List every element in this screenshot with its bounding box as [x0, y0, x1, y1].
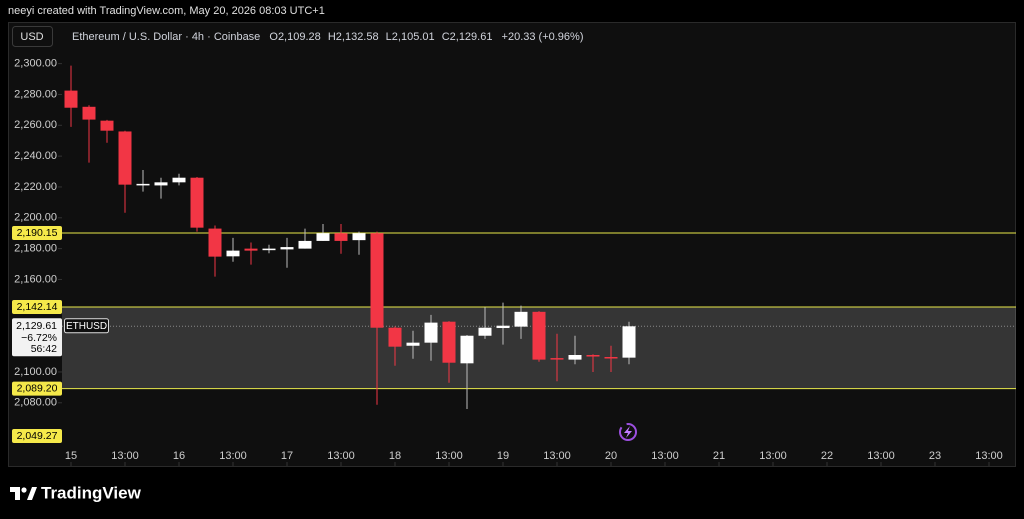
candle-body [190, 177, 204, 228]
candle-body [406, 342, 420, 346]
ohlc-value: 2,109.28 [278, 31, 321, 43]
ohlc-value: 2,105.01 [392, 31, 435, 43]
x-tick-label: 13:00 [759, 450, 787, 462]
level-label: 2,089.20 [17, 382, 58, 394]
level-label-box [12, 225, 62, 240]
symbol-tag-box [64, 318, 109, 334]
y-tick-label: 2,200.00 [14, 212, 57, 224]
ohlc-key: C [442, 31, 450, 43]
candle-body [478, 327, 492, 336]
candle-body [82, 106, 96, 120]
ohlc-key: O [269, 31, 278, 43]
x-tick-label: 21 [713, 450, 725, 462]
x-tick-label: 19 [497, 450, 509, 462]
x-tick-label: 18 [389, 450, 401, 462]
current-price-label: 2,129.61 [16, 320, 57, 332]
candle-body [316, 233, 330, 241]
level-label-box [12, 299, 62, 314]
change: +20.33 (+0.96%) [502, 31, 584, 43]
ohlc-key: H [328, 31, 336, 43]
y-tick-label: 2,220.00 [14, 181, 57, 193]
level-label: 2,049.27 [17, 430, 58, 442]
candle-body [532, 311, 546, 360]
candle-body [622, 326, 636, 358]
candle-body [586, 355, 600, 357]
candle-body [172, 177, 186, 183]
x-tick-label: 22 [821, 450, 833, 462]
ohlc-key: L [386, 31, 392, 43]
current-price-box [12, 318, 62, 357]
x-tick-label: 13:00 [219, 450, 247, 462]
ohlc-value: 2,129.61 [450, 31, 493, 43]
level-label-box [12, 429, 62, 443]
y-tick-label: 2,080.00 [14, 397, 57, 409]
candle-body [388, 327, 402, 347]
y-tick-label: 2,100.00 [14, 366, 57, 378]
alert-bolt[interactable] [624, 426, 632, 438]
candle-body [334, 233, 348, 241]
x-tick-label: 13:00 [111, 450, 139, 462]
candle-body [460, 335, 474, 364]
candle-body [514, 311, 528, 327]
chart-panel [8, 22, 1016, 467]
candle-body [604, 357, 618, 359]
y-tick-label: 2,280.00 [14, 88, 57, 100]
alert-icon[interactable] [619, 423, 637, 441]
candle-body [370, 233, 384, 328]
candle-body [262, 248, 276, 251]
attribution: neeyi created with TradingView.com, May … [8, 5, 325, 17]
candle-body [442, 321, 456, 363]
y-tick-label: 2,160.00 [14, 273, 57, 285]
x-tick-label: 20 [605, 450, 617, 462]
symbol-tag: ETHUSD [66, 321, 107, 332]
x-tick-label: 23 [929, 450, 941, 462]
ohlc-value: 2,132.58 [336, 31, 379, 43]
candle-body [208, 228, 222, 257]
candle-body [226, 250, 240, 257]
legend: Ethereum / U.S. Dollar · 4h · Coinbase O… [72, 31, 583, 43]
logo-mark [27, 487, 37, 500]
y-tick-label: 2,180.00 [14, 243, 57, 255]
candle-body [496, 325, 510, 329]
x-tick-label: 13:00 [543, 450, 571, 462]
currency-button[interactable] [12, 26, 53, 47]
x-tick-label: 13:00 [651, 450, 679, 462]
x-tick-label: 13:00 [327, 450, 355, 462]
logo [10, 487, 37, 500]
logo-dot [21, 487, 27, 493]
candle-body [352, 233, 366, 241]
candle-body [154, 182, 168, 186]
level-label: 2,142.14 [17, 301, 58, 313]
y-tick-label: 2,300.00 [14, 58, 57, 70]
brand: TradingView [41, 483, 142, 502]
candle-body [136, 183, 150, 186]
y-tick-label: 2,240.00 [14, 150, 57, 162]
x-tick-label: 13:00 [975, 450, 1003, 462]
alert-ring[interactable] [619, 423, 637, 441]
candle-body [280, 247, 294, 250]
x-tick-label: 16 [173, 450, 185, 462]
candle-body [424, 322, 438, 343]
x-tick-label: 13:00 [867, 450, 895, 462]
candle-body [568, 355, 582, 360]
candle-body [298, 240, 312, 249]
legend-title: Ethereum / U.S. Dollar · 4h · Coinbase [72, 31, 260, 43]
candle-body [118, 131, 132, 185]
logo-mark [10, 487, 20, 500]
currency[interactable]: USD [20, 31, 43, 43]
level-label-box [12, 381, 62, 396]
y-tick-label: 2,260.00 [14, 119, 57, 131]
candle-body [244, 248, 258, 251]
x-tick-label: 13:00 [435, 450, 463, 462]
level-label: 2,190.15 [17, 227, 58, 239]
candle-body [64, 90, 78, 108]
candle-body [550, 358, 564, 360]
countdown: 56:42 [31, 343, 57, 355]
x-tick-label: 17 [281, 450, 293, 462]
x-tick-label: 15 [65, 450, 77, 462]
current-change: −6.72% [21, 332, 57, 344]
candle-body [100, 120, 114, 131]
